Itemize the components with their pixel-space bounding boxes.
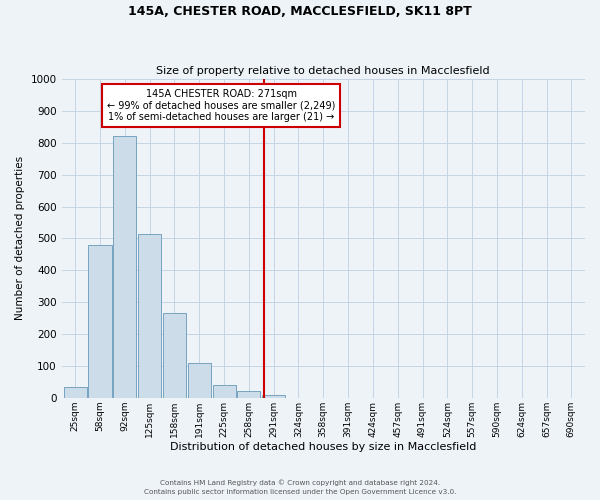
Bar — [64, 386, 87, 398]
Bar — [113, 136, 136, 398]
Bar — [238, 392, 260, 398]
Text: 145A, CHESTER ROAD, MACCLESFIELD, SK11 8PT: 145A, CHESTER ROAD, MACCLESFIELD, SK11 8… — [128, 5, 472, 18]
Text: Contains HM Land Registry data © Crown copyright and database right 2024.
Contai: Contains HM Land Registry data © Crown c… — [144, 480, 456, 495]
Bar — [188, 362, 211, 398]
Bar — [212, 385, 236, 398]
Y-axis label: Number of detached properties: Number of detached properties — [15, 156, 25, 320]
Text: 145A CHESTER ROAD: 271sqm
← 99% of detached houses are smaller (2,249)
1% of sem: 145A CHESTER ROAD: 271sqm ← 99% of detac… — [107, 88, 335, 122]
Title: Size of property relative to detached houses in Macclesfield: Size of property relative to detached ho… — [157, 66, 490, 76]
Bar — [138, 234, 161, 398]
Bar — [163, 314, 186, 398]
Bar — [262, 394, 285, 398]
X-axis label: Distribution of detached houses by size in Macclesfield: Distribution of detached houses by size … — [170, 442, 476, 452]
Bar — [88, 245, 112, 398]
